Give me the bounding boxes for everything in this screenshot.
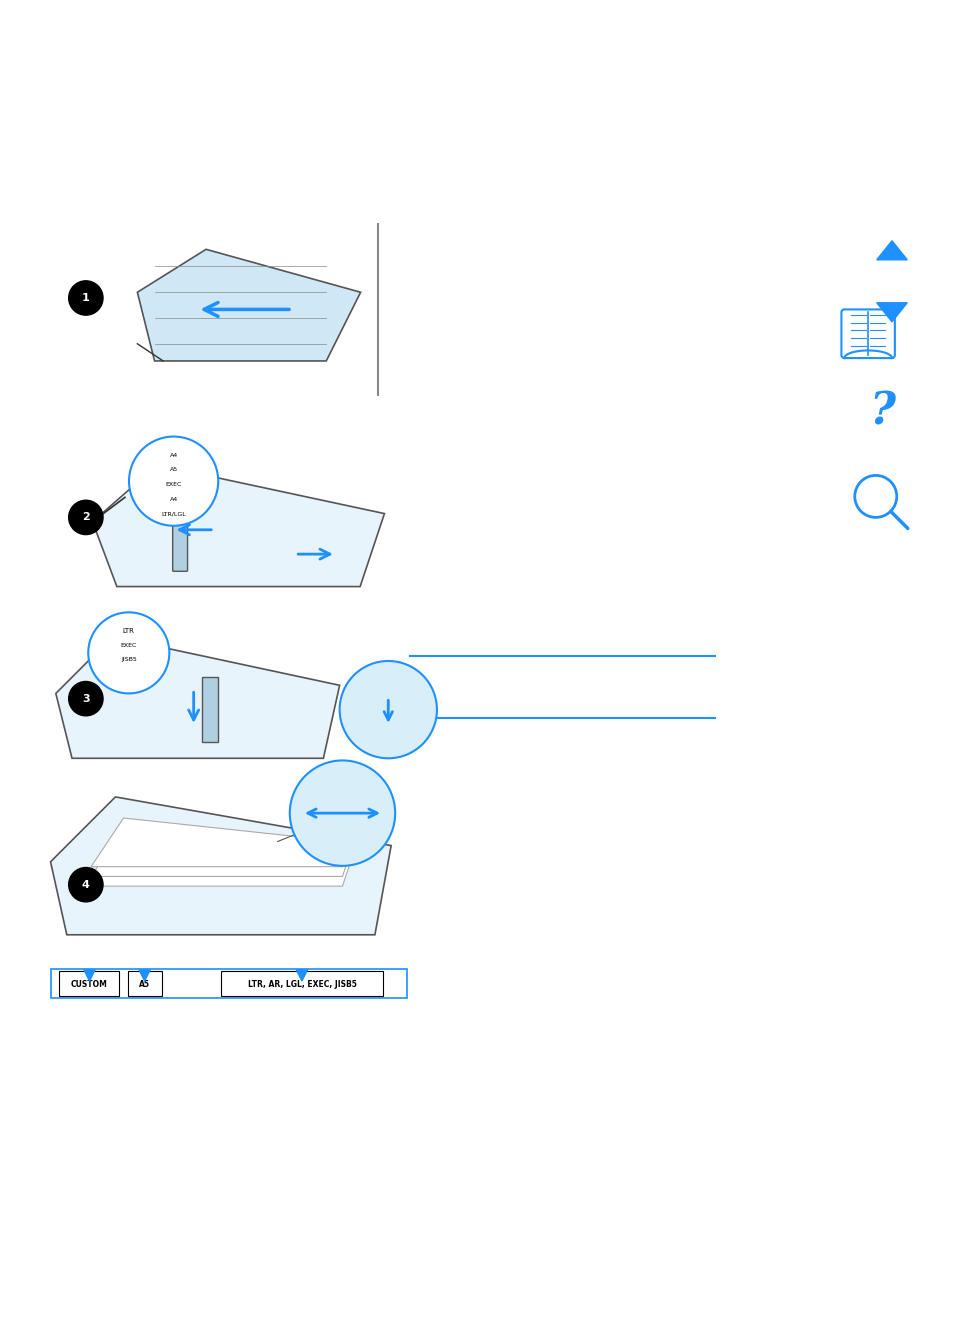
Circle shape (129, 436, 218, 526)
Text: EXEC: EXEC (120, 643, 137, 649)
Text: A4: A4 (170, 497, 177, 502)
Text: LTR: LTR (123, 627, 134, 634)
Polygon shape (876, 240, 906, 260)
Ellipse shape (89, 613, 170, 694)
Polygon shape (91, 828, 351, 876)
Text: CUSTOM: CUSTOM (71, 980, 108, 988)
Text: LTR, AR, LGL, EXEC, JISB5: LTR, AR, LGL, EXEC, JISB5 (247, 980, 356, 988)
FancyBboxPatch shape (172, 472, 188, 571)
Text: A5: A5 (170, 468, 177, 473)
Text: 4: 4 (82, 880, 90, 889)
Polygon shape (876, 303, 906, 322)
FancyBboxPatch shape (51, 968, 407, 999)
FancyBboxPatch shape (220, 971, 382, 996)
Text: ?: ? (868, 391, 895, 435)
Polygon shape (56, 637, 339, 758)
Text: A4: A4 (170, 453, 177, 458)
Text: LTR/LGL: LTR/LGL (161, 511, 186, 517)
FancyBboxPatch shape (841, 309, 894, 358)
Polygon shape (84, 970, 95, 982)
Polygon shape (139, 970, 151, 982)
Circle shape (290, 761, 395, 865)
FancyBboxPatch shape (59, 971, 119, 996)
Polygon shape (137, 250, 360, 361)
Circle shape (69, 682, 103, 716)
Polygon shape (91, 838, 351, 886)
Polygon shape (92, 465, 384, 587)
Text: 2: 2 (82, 513, 90, 522)
Polygon shape (91, 818, 351, 867)
Text: 1: 1 (82, 293, 90, 303)
Text: A5: A5 (139, 980, 150, 988)
Text: EXEC: EXEC (165, 482, 182, 487)
Circle shape (339, 660, 436, 758)
Text: 3: 3 (82, 694, 90, 704)
Bar (201, 678, 217, 742)
Circle shape (69, 868, 103, 902)
Polygon shape (51, 797, 391, 935)
Polygon shape (296, 970, 307, 982)
FancyBboxPatch shape (128, 971, 161, 996)
Circle shape (69, 281, 103, 316)
Text: JISB5: JISB5 (121, 657, 136, 662)
Circle shape (69, 501, 103, 535)
